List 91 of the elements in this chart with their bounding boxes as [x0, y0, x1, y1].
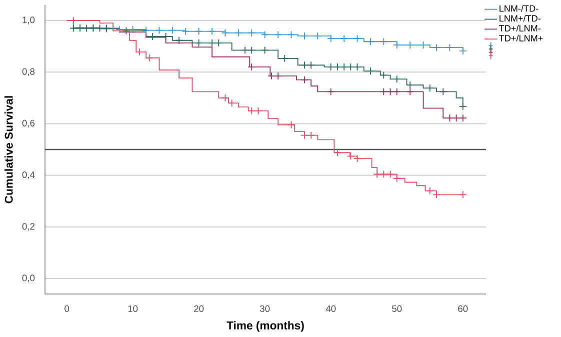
point	[155, 26, 164, 34]
point	[214, 38, 223, 47]
point	[194, 38, 203, 47]
y-tick-label: 0,4	[22, 171, 35, 180]
point	[326, 88, 335, 96]
point	[300, 131, 308, 140]
x-tick-label: 20	[194, 305, 204, 312]
point	[426, 186, 434, 195]
x-tick-label: 40	[326, 305, 336, 312]
point	[373, 170, 382, 178]
x-tick-label: 60	[458, 305, 468, 312]
y-tick-label: 0,6	[22, 120, 35, 128]
point	[307, 61, 315, 70]
point	[194, 27, 203, 36]
point	[340, 34, 348, 42]
point	[426, 84, 434, 92]
point	[221, 94, 230, 102]
point	[221, 28, 230, 37]
point	[458, 46, 467, 55]
y-tick-label: 0,2	[22, 223, 34, 231]
y-tick-label: 1,0	[22, 16, 35, 24]
x-axis-title: Time (months)	[226, 321, 304, 332]
point	[241, 46, 249, 54]
point	[268, 72, 276, 80]
point	[287, 30, 296, 39]
point	[446, 44, 454, 52]
point	[386, 88, 394, 96]
point	[353, 62, 362, 71]
x-tick-label: 10	[128, 305, 138, 312]
point	[380, 71, 388, 80]
point	[353, 34, 362, 42]
point	[300, 32, 308, 40]
point	[228, 99, 236, 107]
point	[439, 88, 448, 96]
point	[380, 88, 388, 96]
point	[175, 36, 183, 44]
point	[386, 170, 394, 178]
legend-label: LNM+/TD-	[500, 14, 540, 22]
legend-label: TD+/LNM-	[499, 24, 540, 32]
point	[234, 28, 242, 37]
point	[392, 88, 401, 96]
point	[96, 24, 104, 32]
point	[248, 106, 256, 115]
point	[392, 75, 401, 83]
point	[406, 88, 414, 96]
point	[274, 72, 282, 80]
point	[458, 190, 467, 199]
point	[142, 26, 150, 34]
point	[353, 154, 362, 162]
point	[346, 62, 355, 71]
point	[458, 102, 467, 110]
point	[334, 148, 342, 157]
point	[168, 26, 176, 34]
point	[366, 38, 374, 46]
point	[287, 120, 296, 129]
point	[135, 48, 144, 56]
point	[248, 28, 256, 37]
point	[148, 32, 157, 40]
y-tick-label: 0,8	[22, 68, 35, 76]
point	[346, 152, 355, 160]
y-axis-title: Cumulative Survival	[4, 96, 13, 204]
point	[274, 30, 282, 39]
point	[82, 24, 91, 32]
point	[122, 26, 130, 35]
point	[69, 24, 78, 32]
point	[260, 30, 269, 39]
point	[145, 54, 154, 62]
point	[340, 62, 348, 71]
point	[208, 27, 216, 36]
x-tick-label: 30	[260, 305, 270, 312]
point	[380, 170, 388, 178]
point	[392, 174, 401, 182]
point	[432, 190, 440, 199]
point	[300, 61, 308, 70]
point	[380, 38, 388, 46]
legend-label: LNM-/TD-	[500, 5, 538, 12]
point	[280, 54, 289, 62]
point	[326, 62, 335, 71]
point	[307, 131, 315, 140]
point	[248, 62, 256, 71]
x-tick-label: 50	[392, 305, 402, 312]
x-tick-label: 0	[64, 305, 70, 312]
point	[260, 46, 269, 54]
point	[248, 46, 256, 54]
point	[254, 106, 262, 115]
point	[326, 34, 335, 42]
point	[182, 27, 190, 36]
point	[300, 76, 308, 84]
point	[314, 32, 322, 40]
legend-label: TD+/LNM+	[499, 34, 543, 42]
y-tick-label: 0,0	[22, 274, 35, 282]
